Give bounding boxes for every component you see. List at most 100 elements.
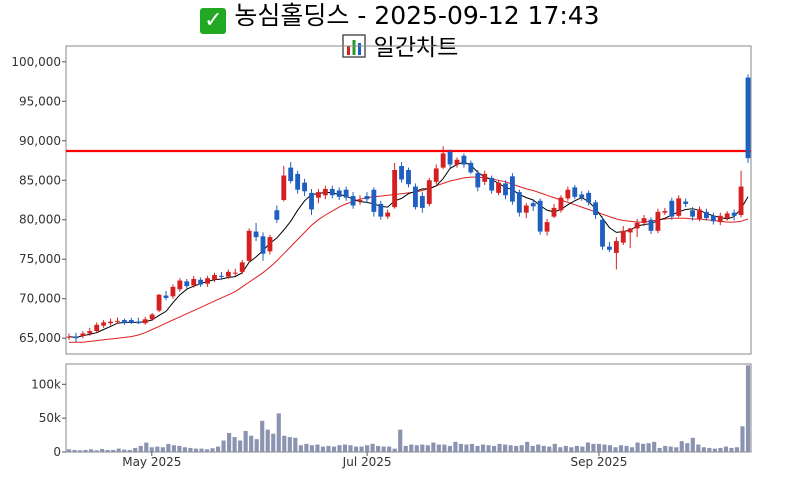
candle-body: [253, 231, 259, 238]
candle-body: [627, 228, 633, 233]
volume-bar: [392, 448, 397, 452]
volume-bar: [243, 431, 248, 452]
volume-bar: [177, 445, 182, 452]
volume-bar: [193, 448, 199, 452]
volume-bar: [646, 443, 651, 452]
volume-bar: [635, 442, 640, 452]
volume-bar: [348, 445, 353, 452]
candle-body: [419, 196, 425, 208]
volume-bar: [685, 443, 690, 452]
candle-body: [523, 205, 529, 213]
candle-body: [683, 201, 689, 204]
candle-body: [142, 319, 148, 324]
volume-bar: [359, 446, 364, 452]
volume-bar: [337, 445, 342, 452]
volume-bar: [293, 437, 298, 452]
candle-body: [135, 321, 141, 324]
volume-bar: [530, 445, 535, 452]
candle-body: [717, 215, 723, 223]
volume-bar: [442, 444, 447, 452]
volume-bar: [734, 447, 740, 452]
volume-bar: [464, 444, 469, 452]
volume-bar: [563, 445, 568, 452]
volume-bar: [541, 445, 546, 452]
volume-bar: [668, 446, 673, 452]
chart-title: ✓ 농심홀딩스 - 2025-09-12 17:43: [0, 0, 800, 34]
price-ytick-label: 80,000: [19, 213, 61, 227]
volume-bar: [370, 443, 375, 452]
volume-bar: [657, 447, 662, 452]
volume-bar: [558, 447, 563, 452]
volume-bar: [365, 445, 370, 452]
price-ytick-label: 100,000: [11, 55, 61, 69]
volume-bar: [309, 445, 314, 452]
volume-bar: [210, 448, 215, 452]
candle-body: [101, 322, 107, 326]
volume-bar: [249, 435, 254, 452]
volume-bar: [160, 447, 165, 452]
volume-bar: [690, 437, 695, 452]
volume-bar: [508, 445, 513, 452]
price-ytick-label: 65,000: [19, 331, 61, 345]
volume-bar: [304, 443, 309, 452]
volume-bar: [188, 447, 193, 452]
candle-body: [343, 189, 349, 198]
candle-body: [184, 281, 190, 287]
volume-bar: [729, 447, 734, 452]
candle-body: [191, 278, 197, 286]
candle-body: [676, 198, 682, 216]
volume-bar: [403, 445, 408, 452]
volume-bar: [331, 446, 337, 452]
volume-bar: [514, 445, 519, 452]
volume-bar: [94, 450, 99, 452]
candle-body: [510, 176, 515, 202]
candle-body: [496, 182, 501, 193]
candle-body: [295, 173, 301, 190]
candle-body: [350, 196, 356, 206]
volume-bar: [552, 443, 557, 452]
volume-bar: [409, 444, 414, 452]
candle-body: [482, 173, 488, 182]
candle-body: [586, 192, 592, 203]
xtick-label: Jul 2025: [342, 455, 392, 469]
volume-bar: [381, 446, 386, 452]
candle-body: [122, 320, 127, 324]
candle-body: [274, 210, 280, 220]
candle-body: [87, 331, 93, 334]
candle-body: [115, 320, 120, 322]
candle-body: [406, 169, 411, 185]
volume-bar: [679, 441, 684, 452]
volume-bar: [282, 435, 287, 452]
candle-body: [149, 314, 155, 320]
candle-body: [447, 151, 453, 165]
volume-bar: [215, 446, 221, 452]
candle-body: [745, 77, 751, 159]
volume-bar: [199, 448, 204, 452]
price-ytick-label: 70,000: [19, 292, 61, 306]
candle-body: [697, 209, 702, 219]
candle-body: [177, 280, 183, 290]
candle-body: [731, 212, 737, 216]
candle-body: [572, 187, 578, 197]
volume-ytick-label: 100k: [31, 377, 61, 391]
volume-bar: [480, 444, 486, 452]
candle-body: [309, 192, 314, 210]
candle-body: [198, 279, 204, 285]
volume-bar: [276, 413, 281, 452]
candle-body: [503, 183, 508, 196]
volume-bar: [232, 437, 237, 452]
candle-body: [593, 202, 598, 216]
candle-body: [641, 218, 647, 223]
volume-bar: [166, 443, 171, 452]
volume-bar: [254, 439, 259, 452]
volume-bar: [519, 445, 524, 452]
candle-body: [232, 272, 238, 274]
candle-body: [655, 211, 661, 231]
volume-bar: [420, 444, 425, 452]
volume-bar: [66, 449, 72, 452]
candle-body: [73, 336, 79, 339]
volume-bar: [116, 448, 121, 452]
volume-bar: [486, 445, 491, 452]
candle-body: [475, 173, 481, 188]
volume-bar: [315, 444, 320, 452]
